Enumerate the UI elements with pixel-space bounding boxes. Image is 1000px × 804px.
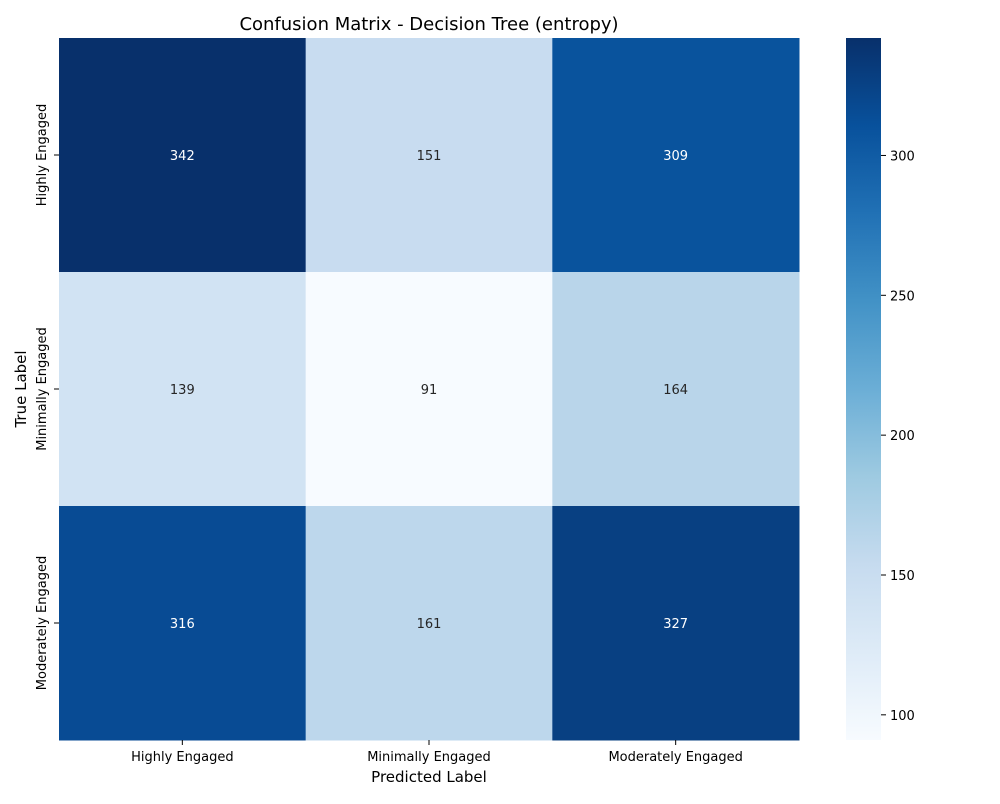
heatmap-cell bbox=[552, 38, 800, 273]
cell-value-label: 316 bbox=[170, 617, 195, 632]
colorbar-tick-label: 100 bbox=[890, 709, 915, 724]
heatmap-cell bbox=[59, 38, 307, 273]
cell-value-label: 342 bbox=[170, 149, 195, 164]
cell-value-label: 164 bbox=[663, 383, 688, 398]
heatmap-cells bbox=[59, 38, 800, 741]
heatmap-cell bbox=[552, 506, 800, 741]
x-tick-label: Moderately Engaged bbox=[608, 750, 742, 765]
heatmap-cell bbox=[59, 506, 307, 741]
heatmap-cell bbox=[59, 272, 307, 507]
colorbar-tick-label: 150 bbox=[890, 569, 915, 584]
colorbar-ticks: 100 150 200 250 300 bbox=[881, 149, 915, 724]
heatmap-cell bbox=[305, 272, 553, 507]
heatmap-cell bbox=[552, 272, 800, 507]
cell-value-label: 327 bbox=[663, 617, 688, 632]
heatmap-cell bbox=[305, 506, 553, 741]
colorbar-tick-label: 300 bbox=[890, 149, 915, 164]
heatmap-cell bbox=[305, 38, 553, 273]
cell-value-label: 161 bbox=[417, 617, 442, 632]
x-tick-label: Minimally Engaged bbox=[367, 750, 491, 765]
x-axis-label: Predicted Label bbox=[371, 768, 487, 786]
cell-value-label: 139 bbox=[170, 383, 195, 398]
chart-title: Confusion Matrix - Decision Tree (entrop… bbox=[239, 14, 618, 35]
cell-value-label: 309 bbox=[663, 149, 688, 164]
colorbar-tick-label: 200 bbox=[890, 429, 915, 444]
y-tick-label: Highly Engaged bbox=[35, 104, 50, 207]
colorbar bbox=[846, 38, 881, 740]
x-tick-label: Highly Engaged bbox=[131, 750, 234, 765]
x-axis-ticks: Highly Engaged Minimally Engaged Moderatel… bbox=[131, 740, 743, 765]
y-tick-label: Minimally Engaged bbox=[35, 327, 50, 451]
heatmap-cell-labels: 342 151 309 139 91 164 316 161 327 bbox=[170, 149, 688, 632]
cell-value-label: 91 bbox=[421, 383, 438, 398]
colorbar-tick-label: 250 bbox=[890, 289, 915, 304]
y-axis-ticks: Highly Engaged Minimally Engaged Moderatel… bbox=[35, 104, 59, 690]
cell-value-label: 151 bbox=[417, 149, 442, 164]
y-axis-label: True Label bbox=[12, 350, 30, 428]
y-tick-label: Moderately Engaged bbox=[35, 556, 50, 690]
